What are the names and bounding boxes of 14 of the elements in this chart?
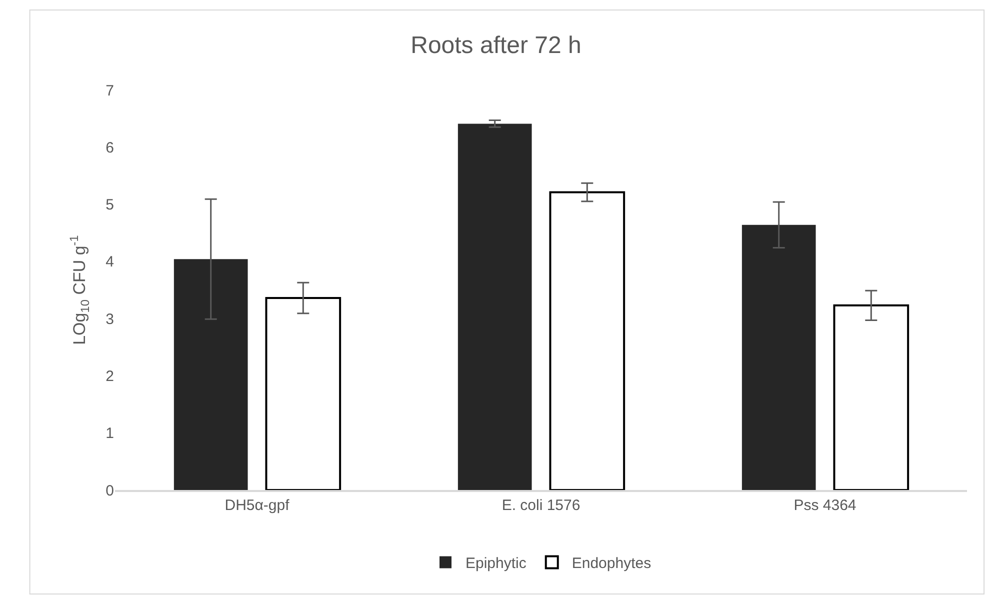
x-tick-label: DH5α-gpf	[224, 496, 290, 514]
y-tick-label: 5	[106, 196, 114, 214]
legend-label: Epiphytic	[466, 555, 527, 572]
y-tick-label: 6	[106, 139, 114, 156]
y-tick-label: 3	[106, 310, 114, 328]
legend-label: Endophytes	[572, 555, 652, 572]
x-tick-label: Pss 4364	[794, 496, 856, 514]
y-tick-label: 0	[106, 482, 114, 500]
y-tick-label: 1	[106, 425, 114, 442]
y-tick-label: 2	[106, 368, 114, 385]
chart-title: Roots after 72 h	[410, 32, 582, 59]
y-tick-label: 7	[106, 82, 114, 100]
y-tick-label: 4	[106, 254, 114, 271]
x-tick-label: E. coli 1576	[502, 496, 580, 514]
